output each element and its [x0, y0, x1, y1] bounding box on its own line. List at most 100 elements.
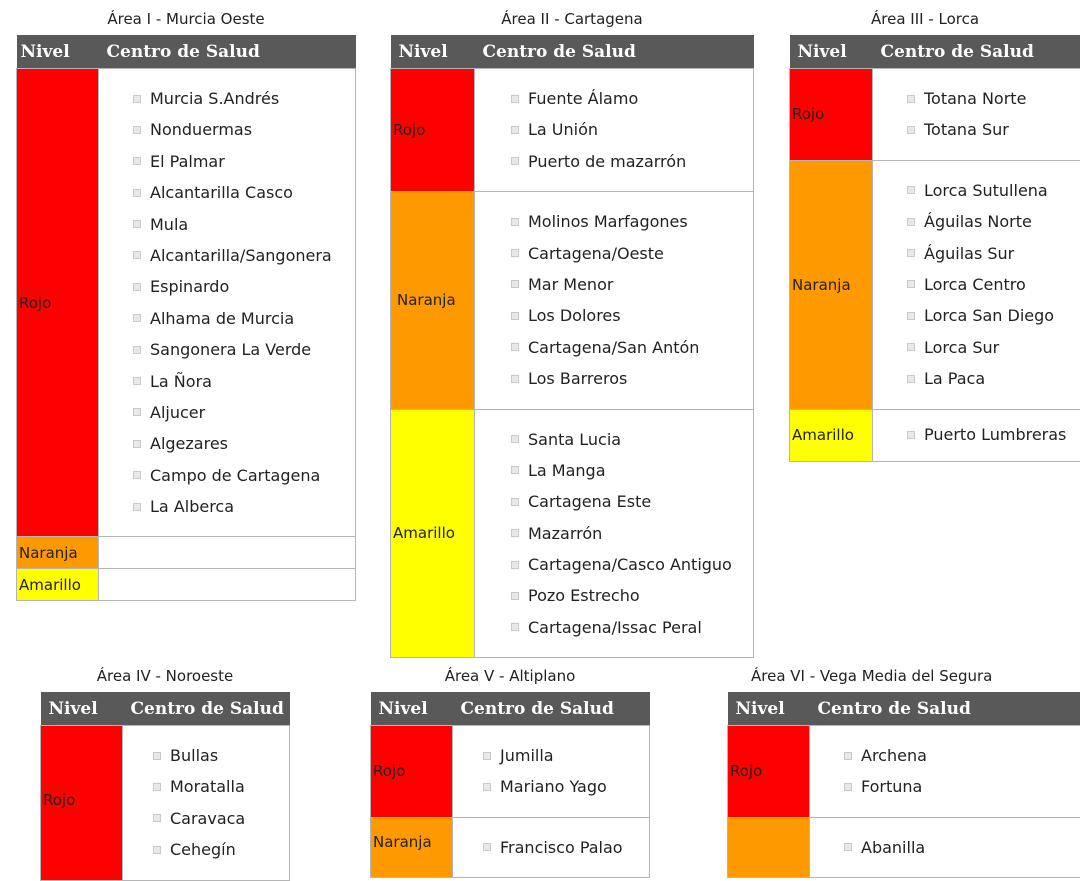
area-2: Área II - Cartagena Nivel Centro de Salu…: [390, 0, 754, 658]
square-bullet-icon: [844, 783, 852, 791]
header-nivel: Nivel: [790, 35, 873, 69]
level-cell: Naranja: [17, 537, 99, 569]
area-title: Área I - Murcia Oeste: [16, 0, 356, 35]
centers-cell: Francisco Palao: [453, 817, 650, 877]
center-name: Lorca San Diego: [924, 306, 1054, 325]
square-bullet-icon: [511, 249, 519, 257]
header-nivel: Nivel: [371, 692, 453, 726]
level-cell: Amarillo: [790, 409, 873, 461]
center-name: Campo de Cartagena: [150, 466, 320, 485]
center-name: Espinardo: [150, 277, 229, 296]
list-item: Alhama de Murcia: [133, 303, 355, 334]
center-name: La Manga: [528, 461, 606, 480]
square-bullet-icon: [511, 157, 519, 165]
square-bullet-icon: [907, 312, 915, 320]
list-item: Murcia S.Andrés: [133, 83, 355, 114]
list-item: Mula: [133, 209, 355, 240]
center-name: Cehegín: [170, 840, 236, 859]
center-name: Cartagena/Casco Antiguo: [528, 555, 732, 574]
table-row: Abanilla: [728, 817, 1080, 877]
center-list: Puerto Lumbreras: [873, 419, 1080, 450]
center-name: Los Barreros: [528, 369, 627, 388]
list-item: Cartagena/Issac Peral: [511, 612, 753, 643]
list-item: Abanilla: [844, 832, 1080, 863]
center-name: Molinos Marfagones: [528, 212, 688, 231]
center-list: Francisco Palao: [453, 818, 649, 877]
area-5: Área V - Altiplano Nivel Centro de Salud…: [370, 657, 650, 878]
list-item: El Palmar: [133, 146, 355, 177]
square-bullet-icon: [133, 503, 141, 511]
list-item: Lorca Centro: [907, 269, 1080, 300]
centers-cell: [99, 569, 356, 601]
center-name: Pozo Estrecho: [528, 586, 640, 605]
center-list: Abanilla: [810, 818, 1080, 877]
square-bullet-icon: [511, 95, 519, 103]
center-name: Cartagena/Issac Peral: [528, 618, 702, 637]
square-bullet-icon: [907, 431, 915, 439]
table-row: Amarillo: [17, 569, 356, 601]
square-bullet-icon: [511, 375, 519, 383]
list-item: Cartagena/Oeste: [511, 238, 753, 269]
list-item: Sangonera La Verde: [133, 334, 355, 365]
header-nivel: Nivel: [728, 692, 810, 726]
area-1: Área I - Murcia Oeste Nivel Centro de Sa…: [16, 0, 356, 601]
square-bullet-icon: [153, 752, 161, 760]
square-bullet-icon: [907, 280, 915, 288]
list-item: Francisco Palao: [483, 832, 649, 863]
list-item: La Manga: [511, 455, 753, 486]
area-4: Área IV - Noroeste Nivel Centro de Salud…: [40, 657, 290, 881]
square-bullet-icon: [153, 814, 161, 822]
square-bullet-icon: [133, 95, 141, 103]
square-bullet-icon: [133, 471, 141, 479]
list-item: Moratalla: [153, 771, 289, 802]
center-name: Cartagena/San Antón: [528, 338, 699, 357]
header-nivel: Nivel: [17, 35, 99, 69]
list-item: Puerto Lumbreras: [907, 419, 1080, 450]
list-item: Bullas: [153, 740, 289, 771]
square-bullet-icon: [133, 251, 141, 259]
list-item: Alcantarilla Casco: [133, 177, 355, 208]
square-bullet-icon: [844, 752, 852, 760]
level-cell: Naranja: [371, 817, 453, 877]
header-centro: Centro de Salud: [475, 35, 754, 69]
list-item: Fuente Álamo: [511, 83, 753, 114]
center-name: Lorca Sur: [924, 338, 999, 357]
table-row: Naranja Francisco Palao: [371, 817, 650, 877]
center-name: Cartagena Este: [528, 492, 651, 511]
header-centro: Centro de Salud: [873, 35, 1080, 69]
center-name: La Paca: [924, 369, 985, 388]
center-name: La Unión: [528, 120, 598, 139]
center-name: Águilas Sur: [924, 244, 1014, 263]
table-header-row: Nivel Centro de Salud: [728, 692, 1080, 726]
list-item: Totana Sur: [907, 114, 1080, 145]
list-item: Caravaca: [153, 803, 289, 834]
table-row: Naranja: [17, 537, 356, 569]
center-name: Lorca Centro: [924, 275, 1026, 294]
list-item: Águilas Norte: [907, 206, 1080, 237]
square-bullet-icon: [483, 752, 491, 760]
centers-cell: Abanilla: [810, 817, 1080, 877]
center-name: Puerto Lumbreras: [924, 425, 1066, 444]
list-item: Pozo Estrecho: [511, 580, 753, 611]
square-bullet-icon: [133, 346, 141, 354]
header-centro: Centro de Salud: [453, 692, 650, 726]
square-bullet-icon: [511, 343, 519, 351]
center-name: Águilas Norte: [924, 212, 1032, 231]
square-bullet-icon: [907, 343, 915, 351]
square-bullet-icon: [483, 783, 491, 791]
square-bullet-icon: [907, 218, 915, 226]
